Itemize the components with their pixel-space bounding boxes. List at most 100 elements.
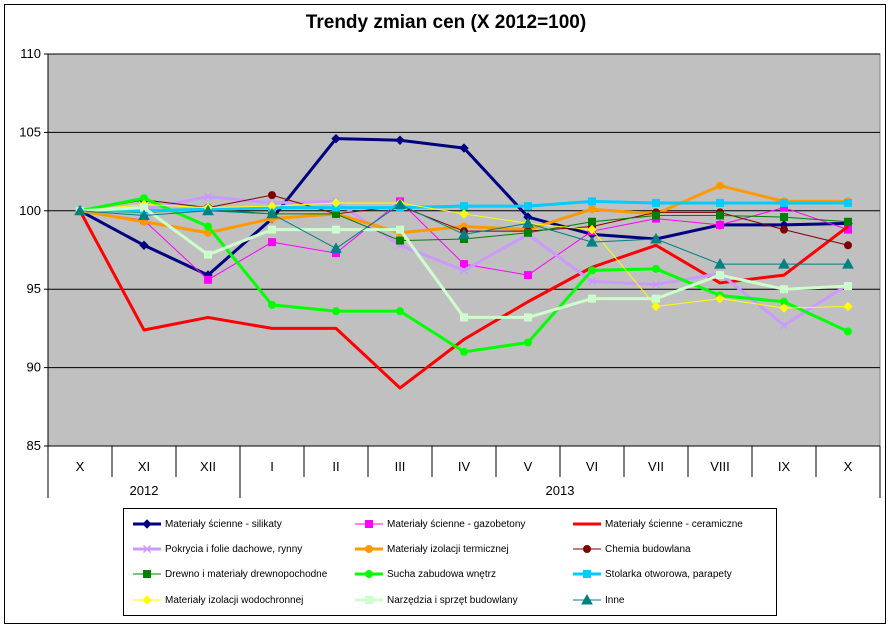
data-point <box>843 301 853 312</box>
legend-label: Chemia budowlana <box>605 543 691 555</box>
data-point <box>268 225 276 234</box>
data-point <box>139 240 149 251</box>
data-point <box>716 211 724 220</box>
legend-label: Materiały ścienne - gazobetony <box>387 518 526 530</box>
legend-label: Materiały izolacji wodochronnej <box>165 594 304 606</box>
plot-area <box>47 53 881 447</box>
data-point <box>844 241 852 250</box>
y-tick-label: 105 <box>19 124 41 139</box>
legend-marker <box>142 544 152 554</box>
data-point <box>268 238 276 247</box>
x-tick-label: VIII <box>710 459 730 474</box>
legend-item: Narzędzia i sprzęt budowlany <box>354 593 518 607</box>
legend-label: Materiały izolacji termicznej <box>387 543 509 555</box>
legend-item: Inne <box>572 593 624 607</box>
legend-label: Drewno i materiały drewnopochodne <box>165 568 328 580</box>
data-point <box>138 209 150 221</box>
data-point <box>396 307 404 316</box>
x-tick-label: X <box>844 459 853 474</box>
legend-marker <box>143 570 151 578</box>
data-point <box>524 228 532 237</box>
y-tick-label: 85 <box>27 438 41 453</box>
data-point <box>716 271 724 280</box>
legend-swatch <box>355 596 383 604</box>
legend-label: Sucha zabudowa wnętrz <box>387 568 496 580</box>
legend-swatch <box>355 545 383 553</box>
legend-marker <box>583 545 591 553</box>
data-point <box>779 321 789 330</box>
legend-item: Drewno i materiały drewnopochodne <box>132 567 327 581</box>
data-point <box>332 307 340 316</box>
data-point <box>203 192 213 201</box>
legend-item: Stolarka otworowa, parapety <box>572 567 732 581</box>
legend-item: Materiały ścienne - silikaty <box>132 517 282 531</box>
legend-swatch <box>355 570 383 578</box>
data-point <box>266 207 278 219</box>
data-point <box>396 225 404 234</box>
data-point <box>844 217 852 226</box>
data-point <box>524 202 532 211</box>
data-point <box>587 224 597 235</box>
series-line <box>78 210 849 390</box>
data-point <box>715 293 725 304</box>
data-point <box>652 264 660 273</box>
x-tick-label: IX <box>778 459 791 474</box>
legend-marker <box>142 595 152 605</box>
data-point <box>778 258 790 269</box>
data-point <box>714 258 726 269</box>
legend-item: Materiały izolacji wodochronnej <box>132 593 303 607</box>
data-point <box>780 285 788 294</box>
data-point <box>780 198 788 207</box>
legend-swatch <box>133 519 161 529</box>
legend-label: Pokrycia i folie dachowe, rynny <box>165 543 303 555</box>
data-point <box>394 198 406 210</box>
legend-marker <box>365 545 373 553</box>
data-point <box>330 242 342 253</box>
data-point <box>459 209 469 219</box>
data-point <box>331 198 341 208</box>
legend-label: Materiały ścienne - silikaty <box>165 518 282 530</box>
data-point <box>652 198 660 207</box>
x-tick-label: XII <box>200 459 216 474</box>
data-point <box>331 133 341 144</box>
legend-item: Materiały ścienne - gazobetony <box>354 517 525 531</box>
legend-label: Materiały ścienne - ceramiczne <box>605 518 743 530</box>
data-point <box>651 280 661 289</box>
x-tick-label: X <box>76 459 85 474</box>
data-point <box>587 277 597 286</box>
data-point <box>459 266 469 275</box>
x-tick-label: I <box>270 459 274 474</box>
data-point <box>204 275 212 284</box>
data-point <box>716 220 724 229</box>
data-point <box>460 260 468 269</box>
x-group-label: 2012 <box>130 483 159 498</box>
legend-swatch <box>573 522 601 526</box>
legend-item: Sucha zabudowa wnętrz <box>354 567 496 581</box>
legend-marker <box>583 570 591 578</box>
x-group-label: 2013 <box>546 483 575 498</box>
data-point <box>842 258 854 269</box>
data-point <box>652 294 660 303</box>
data-point <box>458 228 470 239</box>
x-tick-label: VII <box>648 459 664 474</box>
y-tick-label: 95 <box>27 281 41 296</box>
data-point <box>716 181 724 190</box>
x-tick-label: XI <box>138 459 150 474</box>
legend-marker <box>365 570 373 578</box>
data-point <box>588 294 596 303</box>
data-point <box>844 198 852 207</box>
data-point <box>396 236 404 245</box>
legend-item: Materiały izolacji termicznej <box>354 542 509 556</box>
data-point <box>268 191 276 200</box>
series-2 <box>78 210 849 390</box>
legend-swatch <box>133 570 161 578</box>
x-tick-label: II <box>332 459 339 474</box>
series-10 <box>76 203 852 322</box>
x-tick-label: IV <box>458 459 471 474</box>
data-point <box>459 143 469 153</box>
data-point <box>780 225 788 234</box>
data-point <box>460 313 468 322</box>
legend-marker <box>142 519 152 529</box>
data-point <box>204 250 212 259</box>
chart-legend: Materiały ścienne - silikaty Materiały śc… <box>123 508 777 616</box>
